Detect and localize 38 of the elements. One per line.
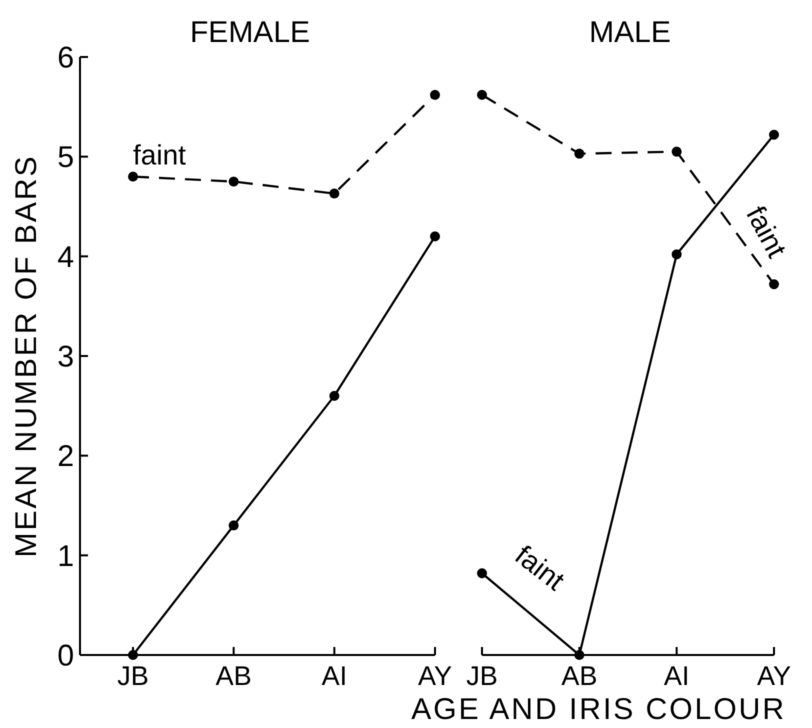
point [574,650,584,660]
x-axis-title: AGE AND IRIS COLOUR [411,693,786,726]
x-tick-label: AB [561,661,598,691]
point [228,176,239,187]
x-tick-label: AI [664,661,690,691]
point [672,249,682,260]
point [769,130,779,140]
point [430,231,440,242]
y-tick-label: 0 [57,640,74,672]
y-tick-label: 5 [57,141,74,174]
x-tick-label: AY [756,661,792,691]
point [128,172,138,182]
x-tick-label: JB [466,661,498,691]
x-tick-label: AB [216,661,252,691]
point [329,390,340,401]
point [430,90,440,100]
annotation: faint [133,140,186,171]
y-tick-label: 2 [57,440,74,474]
y-tick-label: 1 [57,540,74,573]
point [574,148,584,159]
y-tick-label: 4 [57,240,74,274]
point [128,650,138,660]
point [228,520,239,530]
x-tick-label: JB [117,661,149,691]
annotation: faint [740,201,793,263]
point [477,90,487,100]
point [672,146,682,157]
y-axis-title: MEAN NUMBER OF BARS [10,154,43,558]
y-tick-label: 6 [57,42,74,74]
point [329,188,340,199]
x-tick-label: AY [418,661,452,691]
annotation: faint [509,539,570,596]
point [477,568,487,578]
chart-title: MALE [589,16,671,49]
point [769,279,779,290]
x-tick-label: AI [322,661,348,691]
chart-title: FEMALE [190,16,310,49]
y-tick-label: 3 [57,340,74,374]
